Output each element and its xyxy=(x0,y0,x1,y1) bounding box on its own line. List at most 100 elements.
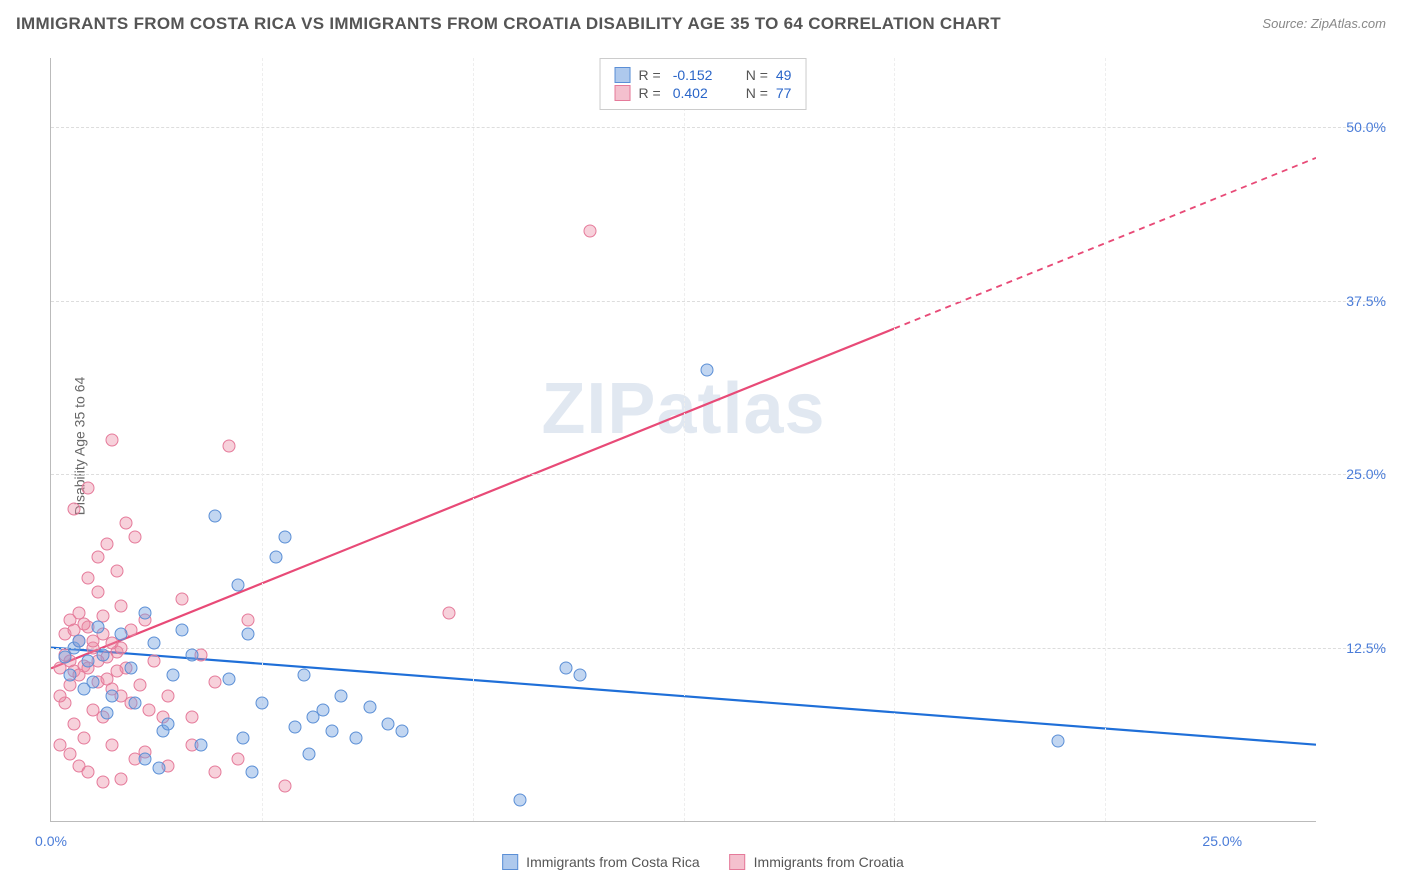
data-point xyxy=(241,627,254,640)
data-point xyxy=(148,637,161,650)
data-point xyxy=(700,364,713,377)
data-point xyxy=(269,551,282,564)
y-tick-label: 50.0% xyxy=(1326,119,1386,135)
data-point xyxy=(129,530,142,543)
data-point xyxy=(110,565,123,578)
data-point xyxy=(119,516,132,529)
data-point xyxy=(129,697,142,710)
data-point xyxy=(96,776,109,789)
data-point xyxy=(115,627,128,640)
data-point xyxy=(101,706,114,719)
vgridline xyxy=(473,58,474,821)
data-point xyxy=(382,717,395,730)
data-point xyxy=(255,697,268,710)
data-point xyxy=(326,724,339,737)
data-point xyxy=(105,433,118,446)
chart-title: IMMIGRANTS FROM COSTA RICA VS IMMIGRANTS… xyxy=(16,14,1001,34)
data-point xyxy=(396,724,409,737)
data-point xyxy=(335,690,348,703)
data-point xyxy=(241,613,254,626)
data-point xyxy=(185,710,198,723)
data-point xyxy=(302,748,315,761)
data-point xyxy=(77,731,90,744)
data-point xyxy=(101,537,114,550)
data-point xyxy=(77,618,90,631)
data-point xyxy=(82,766,95,779)
data-point xyxy=(115,599,128,612)
y-tick-label: 25.0% xyxy=(1326,466,1386,482)
data-point xyxy=(82,572,95,585)
data-point xyxy=(54,690,67,703)
data-point xyxy=(208,766,221,779)
data-point xyxy=(138,606,151,619)
swatch-pink-icon xyxy=(615,85,631,101)
data-point xyxy=(176,593,189,606)
vgridline xyxy=(684,58,685,821)
legend-row-series-1: R = 0.402 N = 77 xyxy=(615,85,792,101)
data-point xyxy=(176,623,189,636)
gridline xyxy=(51,301,1386,302)
data-point xyxy=(105,690,118,703)
data-point xyxy=(237,731,250,744)
data-point xyxy=(583,225,596,238)
data-point xyxy=(1052,734,1065,747)
swatch-blue-icon xyxy=(502,854,518,870)
data-point xyxy=(574,669,587,682)
data-point xyxy=(513,794,526,807)
data-point xyxy=(298,669,311,682)
data-point xyxy=(134,679,147,692)
data-point xyxy=(194,738,207,751)
data-point xyxy=(148,655,161,668)
source-label: Source: ZipAtlas.com xyxy=(1262,16,1386,31)
data-point xyxy=(91,620,104,633)
y-tick-label: 37.5% xyxy=(1326,293,1386,309)
swatch-pink-icon xyxy=(730,854,746,870)
data-point xyxy=(208,509,221,522)
data-point xyxy=(166,669,179,682)
data-point xyxy=(63,748,76,761)
data-point xyxy=(208,676,221,689)
data-point xyxy=(105,738,118,751)
data-point xyxy=(68,502,81,515)
data-point xyxy=(349,731,362,744)
data-point xyxy=(288,720,301,733)
legend-item-series-0: Immigrants from Costa Rica xyxy=(502,854,699,870)
gridline xyxy=(51,474,1386,475)
data-point xyxy=(63,669,76,682)
data-point xyxy=(232,752,245,765)
legend-item-series-1: Immigrants from Croatia xyxy=(730,854,904,870)
scatter-plot-area: ZIPatlas 12.5%25.0%37.5%50.0%0.0%25.0% xyxy=(50,58,1316,822)
data-point xyxy=(96,648,109,661)
data-point xyxy=(138,752,151,765)
data-point xyxy=(279,780,292,793)
data-point xyxy=(162,690,175,703)
data-point xyxy=(279,530,292,543)
data-point xyxy=(316,704,329,717)
data-point xyxy=(110,665,123,678)
data-point xyxy=(77,683,90,696)
data-point xyxy=(115,773,128,786)
data-point xyxy=(363,701,376,714)
swatch-blue-icon xyxy=(615,67,631,83)
y-tick-label: 12.5% xyxy=(1326,640,1386,656)
data-point xyxy=(232,579,245,592)
series-legend: Immigrants from Costa Rica Immigrants fr… xyxy=(502,854,904,870)
data-point xyxy=(162,717,175,730)
gridline xyxy=(51,127,1386,128)
data-point xyxy=(152,762,165,775)
data-point xyxy=(82,655,95,668)
x-tick-label: 0.0% xyxy=(35,833,67,849)
vgridline xyxy=(1105,58,1106,821)
gridline xyxy=(51,648,1386,649)
data-point xyxy=(115,641,128,654)
data-point xyxy=(246,766,259,779)
data-point xyxy=(443,606,456,619)
data-point xyxy=(68,717,81,730)
data-point xyxy=(185,648,198,661)
data-point xyxy=(223,440,236,453)
vgridline xyxy=(894,58,895,821)
data-point xyxy=(223,673,236,686)
data-point xyxy=(91,586,104,599)
data-point xyxy=(124,662,137,675)
data-point xyxy=(73,634,86,647)
